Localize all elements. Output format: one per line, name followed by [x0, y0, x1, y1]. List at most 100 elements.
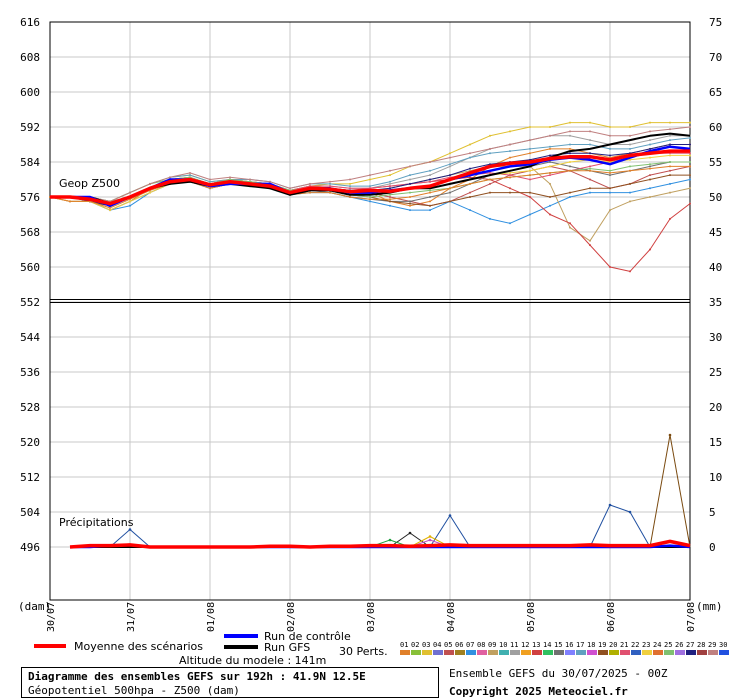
- z500-member-point: [489, 147, 491, 150]
- z500-member-point: [449, 156, 451, 159]
- z500-member-point: [209, 178, 211, 181]
- z500-member-point: [569, 130, 571, 133]
- z500-member-point: [569, 121, 571, 124]
- precip-annotation: Précipitations: [59, 516, 134, 529]
- z500-member-point: [629, 158, 631, 161]
- z500-member-point: [409, 174, 411, 177]
- z500-member-point: [509, 150, 511, 153]
- right-tick-label: 20: [709, 401, 722, 414]
- left-tick-label: 504: [20, 506, 40, 519]
- pert-label: 11: [510, 641, 518, 649]
- z500-member-point: [549, 213, 551, 216]
- z500-member-point: [309, 182, 311, 185]
- pert-swatch: [411, 650, 421, 655]
- right-tick-label: 70: [709, 51, 722, 64]
- z500-member-point: [569, 222, 571, 225]
- z500-member-point: [549, 171, 551, 174]
- z500-member-point: [629, 134, 631, 137]
- z500-member-point: [249, 178, 251, 181]
- z500-member-point: [609, 161, 611, 163]
- pert-label: 26: [675, 641, 683, 649]
- z500-member-point: [449, 165, 451, 168]
- z500-member-point: [189, 174, 191, 177]
- z500-member-point: [489, 191, 491, 194]
- z500-member-point: [489, 134, 491, 137]
- z500-member-point: [329, 182, 331, 185]
- z500-member-point: [649, 165, 651, 168]
- z500-member-point: [689, 187, 691, 190]
- z500-member-point: [449, 187, 451, 190]
- z500-member-point: [509, 187, 511, 190]
- z500-member-point: [669, 174, 671, 177]
- pert-label: 03: [422, 641, 430, 649]
- z500-member-point: [589, 143, 591, 146]
- pert-label: 28: [697, 641, 705, 649]
- z500-member-point: [529, 147, 531, 150]
- z500-member-point: [609, 266, 611, 268]
- z500-member-point: [549, 161, 551, 163]
- z500-member-point: [469, 152, 471, 155]
- pert-label: 02: [411, 641, 419, 649]
- z500-member-point: [309, 185, 311, 188]
- z500-member-point: [409, 202, 411, 205]
- z500-member-point: [649, 187, 651, 190]
- pert-label: 27: [686, 641, 694, 649]
- z500-member-point: [129, 191, 131, 194]
- z500-member-point: [609, 174, 611, 177]
- z500-member-point: [529, 126, 531, 128]
- pert-label: 20: [609, 641, 617, 649]
- z500-member-point: [629, 126, 631, 128]
- z500-member-point: [649, 130, 651, 133]
- z500-member-point: [429, 174, 431, 177]
- pert-label: 23: [642, 641, 650, 649]
- z500-member-point: [689, 174, 691, 177]
- z500-member-point: [389, 180, 391, 183]
- z500-member-point: [469, 176, 471, 179]
- z500-member-point: [529, 152, 531, 155]
- z500-member-point: [589, 191, 591, 194]
- z500-member-point: [389, 200, 391, 203]
- z500-member-point: [569, 147, 571, 150]
- z500-member-point: [669, 182, 671, 185]
- x-tick-label: 05/08: [526, 602, 537, 632]
- pert-label: 18: [587, 641, 595, 649]
- left-tick-label: 592: [20, 121, 40, 134]
- z500-member-point: [669, 154, 671, 157]
- x-tick-label: 02/08: [286, 602, 297, 632]
- precip-member-point: [388, 538, 392, 542]
- left-axis: 616 608 600 592 584 576 568 560 552 544 536 528 520 5…: [20, 16, 40, 554]
- pert-label: 01: [400, 641, 408, 649]
- left-tick-label: 608: [20, 51, 40, 64]
- z500-member-point: [469, 143, 471, 146]
- z500-member-point: [629, 191, 631, 194]
- info-title: Diagramme des ensembles GEFS sur 192h : …: [28, 670, 366, 683]
- precip-member-point: [628, 510, 632, 514]
- z500-member-point: [109, 206, 111, 209]
- z500-member-point: [569, 134, 571, 137]
- pert-label: 21: [620, 641, 628, 649]
- pert-label: 17: [576, 641, 584, 649]
- right-tick-label: 65: [709, 86, 722, 99]
- z500-member-point: [649, 143, 651, 146]
- precip-member-point: [668, 433, 672, 437]
- precip-member-point: [428, 538, 432, 542]
- z500-member-point: [149, 182, 151, 185]
- z500-member-point: [509, 176, 511, 179]
- pert-label: 16: [565, 641, 573, 649]
- z500-member-point: [289, 187, 291, 190]
- pert-swatch: [532, 650, 542, 655]
- precip-main-runs: [69, 539, 691, 549]
- z500-member-point: [609, 134, 611, 137]
- z500-member-point: [569, 143, 571, 146]
- pert-swatch: [708, 650, 718, 655]
- z500-member-point: [609, 187, 611, 190]
- pert-swatch: [697, 650, 707, 655]
- left-tick-label: 496: [20, 541, 40, 554]
- pert-label: 05: [444, 641, 452, 649]
- x-tick-label: 07/08: [686, 602, 697, 632]
- left-tick-label: 584: [20, 156, 40, 169]
- z500-member-point: [609, 154, 611, 157]
- precip-member-point: [608, 503, 612, 507]
- z500-member-point: [529, 191, 531, 194]
